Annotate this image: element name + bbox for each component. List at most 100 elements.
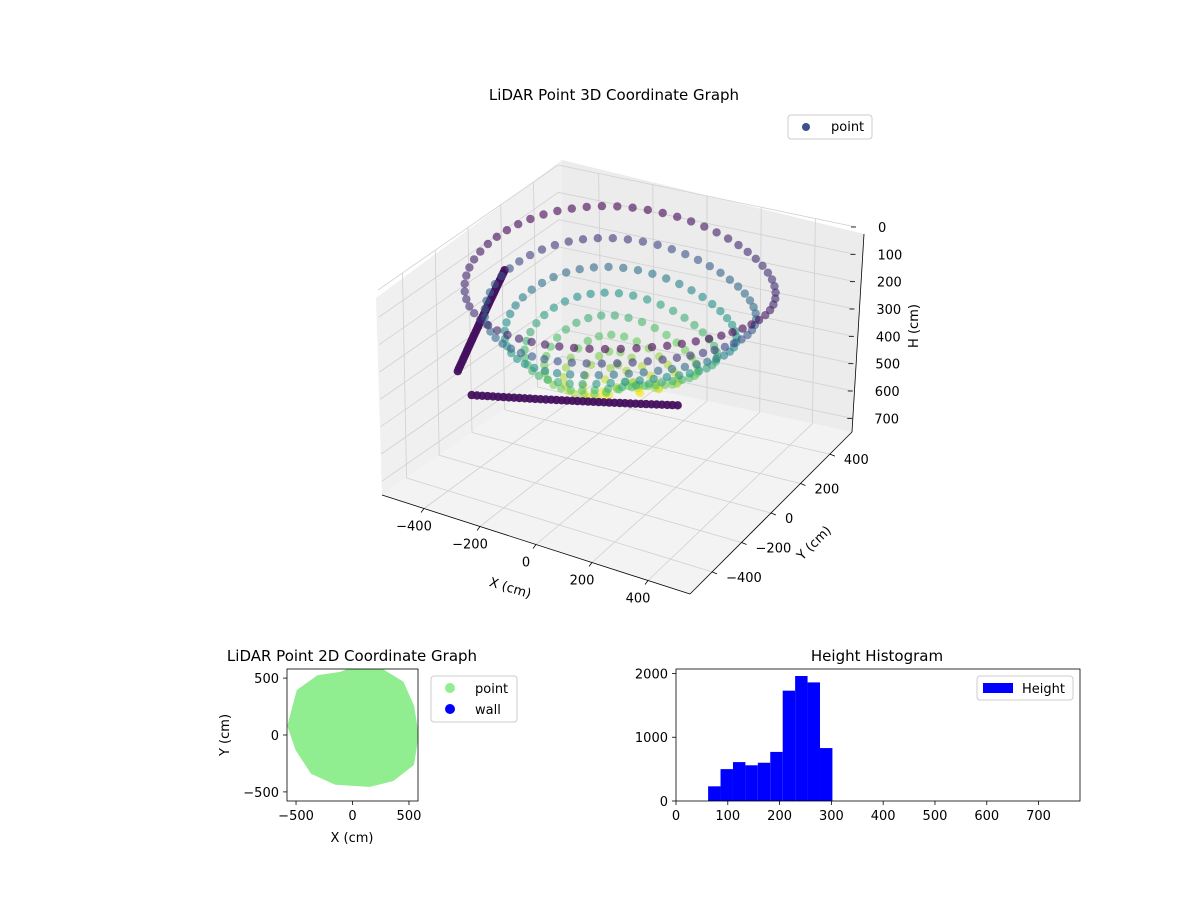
point-3d (633, 266, 643, 275)
point-3d (594, 371, 603, 380)
grid-line (380, 301, 854, 427)
legend-3d-marker (802, 123, 810, 131)
point-3d (647, 342, 657, 352)
y-tick-label-hist: 2000 (635, 667, 668, 682)
grid-line (759, 207, 762, 413)
pane-back (562, 160, 864, 432)
point-3d (460, 287, 469, 296)
point-3d (686, 217, 696, 226)
grid-line (812, 218, 816, 424)
point-3d (704, 334, 714, 343)
grid-line (377, 164, 857, 291)
point-3d (716, 307, 725, 316)
point-3d (763, 268, 773, 277)
point-3d (662, 372, 672, 382)
x-tick-label-hist: 100 (715, 809, 740, 824)
point-3d (582, 359, 591, 368)
point-3d (658, 355, 667, 364)
point-3d (565, 379, 574, 388)
point-3d (770, 282, 779, 291)
point-3d (624, 313, 633, 322)
point-3d (511, 301, 520, 310)
y-tick-label-2d: 0 (271, 729, 279, 744)
legend-2d-marker-wall (445, 704, 455, 714)
point-3d (632, 344, 641, 353)
x-tick-3d (532, 544, 537, 549)
x-tick-label-2d: 0 (348, 809, 356, 824)
point-3d (462, 295, 471, 304)
point-3d (550, 240, 560, 250)
point-3d (566, 386, 575, 395)
point-3d (681, 346, 690, 355)
point-3d (469, 255, 479, 264)
grid-line (652, 184, 655, 390)
point-3d (561, 325, 571, 334)
point-3d (594, 351, 604, 361)
histogram-bar (770, 751, 783, 801)
point-3d (530, 363, 539, 373)
point-3d (564, 237, 573, 246)
point-3d (559, 372, 569, 382)
legend-3d-box (787, 114, 873, 140)
point-3d (668, 306, 678, 316)
point-3d (643, 295, 652, 304)
point-3d (719, 351, 729, 360)
point-3d (597, 359, 606, 368)
grid-line (471, 432, 772, 514)
point-3d (549, 303, 559, 312)
point-3d (743, 330, 752, 340)
point-3d (673, 212, 682, 221)
point-3d (482, 296, 491, 305)
legend-2d-label-wall: wall (475, 703, 501, 718)
x-tick-label-3d: −400 (396, 520, 432, 535)
point-3d (483, 239, 493, 249)
point-3d (514, 220, 523, 229)
histogram-bar (732, 762, 746, 801)
point-3d (690, 320, 699, 330)
point-3d (628, 203, 637, 212)
histogram-bar (745, 765, 758, 801)
y-tick-3d (770, 512, 777, 516)
point-3d (553, 357, 562, 366)
y-tick-3d (741, 542, 747, 545)
z-tick-label-3d: 0 (878, 221, 886, 236)
point-3d (643, 357, 652, 366)
point-3d (685, 369, 695, 378)
point-3d (700, 222, 709, 231)
points-2d (287, 669, 418, 787)
point-3d (577, 386, 587, 395)
point-3d (749, 302, 758, 312)
point-3d (560, 297, 570, 306)
point-3d (654, 366, 663, 375)
point-3d (585, 344, 594, 353)
point-3d (662, 274, 671, 283)
point-3d (593, 234, 602, 243)
point-3d (480, 304, 489, 314)
point-3d (702, 364, 711, 373)
point-3d (552, 369, 562, 378)
point-3d (663, 341, 672, 350)
point-3d (619, 263, 628, 273)
point-3d (692, 360, 701, 369)
point-3d (712, 228, 721, 237)
y-tick-label-3d: 0 (785, 512, 793, 527)
point-3d (527, 285, 536, 294)
point-3d (698, 328, 707, 337)
point-3d (483, 321, 493, 330)
point-3d (740, 289, 749, 298)
point-3d (606, 363, 615, 373)
point-3d (462, 271, 471, 280)
point-3d (747, 320, 756, 329)
point-3d (561, 363, 571, 372)
grid-line (381, 355, 853, 482)
z-tick-label-3d: 200 (877, 276, 902, 291)
point-3d (503, 330, 512, 340)
point-3d (526, 327, 535, 337)
point-3d (506, 344, 516, 353)
point-3d (589, 263, 599, 272)
point-3d (578, 235, 588, 244)
z-tick-label-3d: 700 (874, 412, 899, 427)
point-3d (476, 247, 485, 256)
x-tick-3d (476, 526, 481, 531)
point-3d (520, 359, 530, 369)
